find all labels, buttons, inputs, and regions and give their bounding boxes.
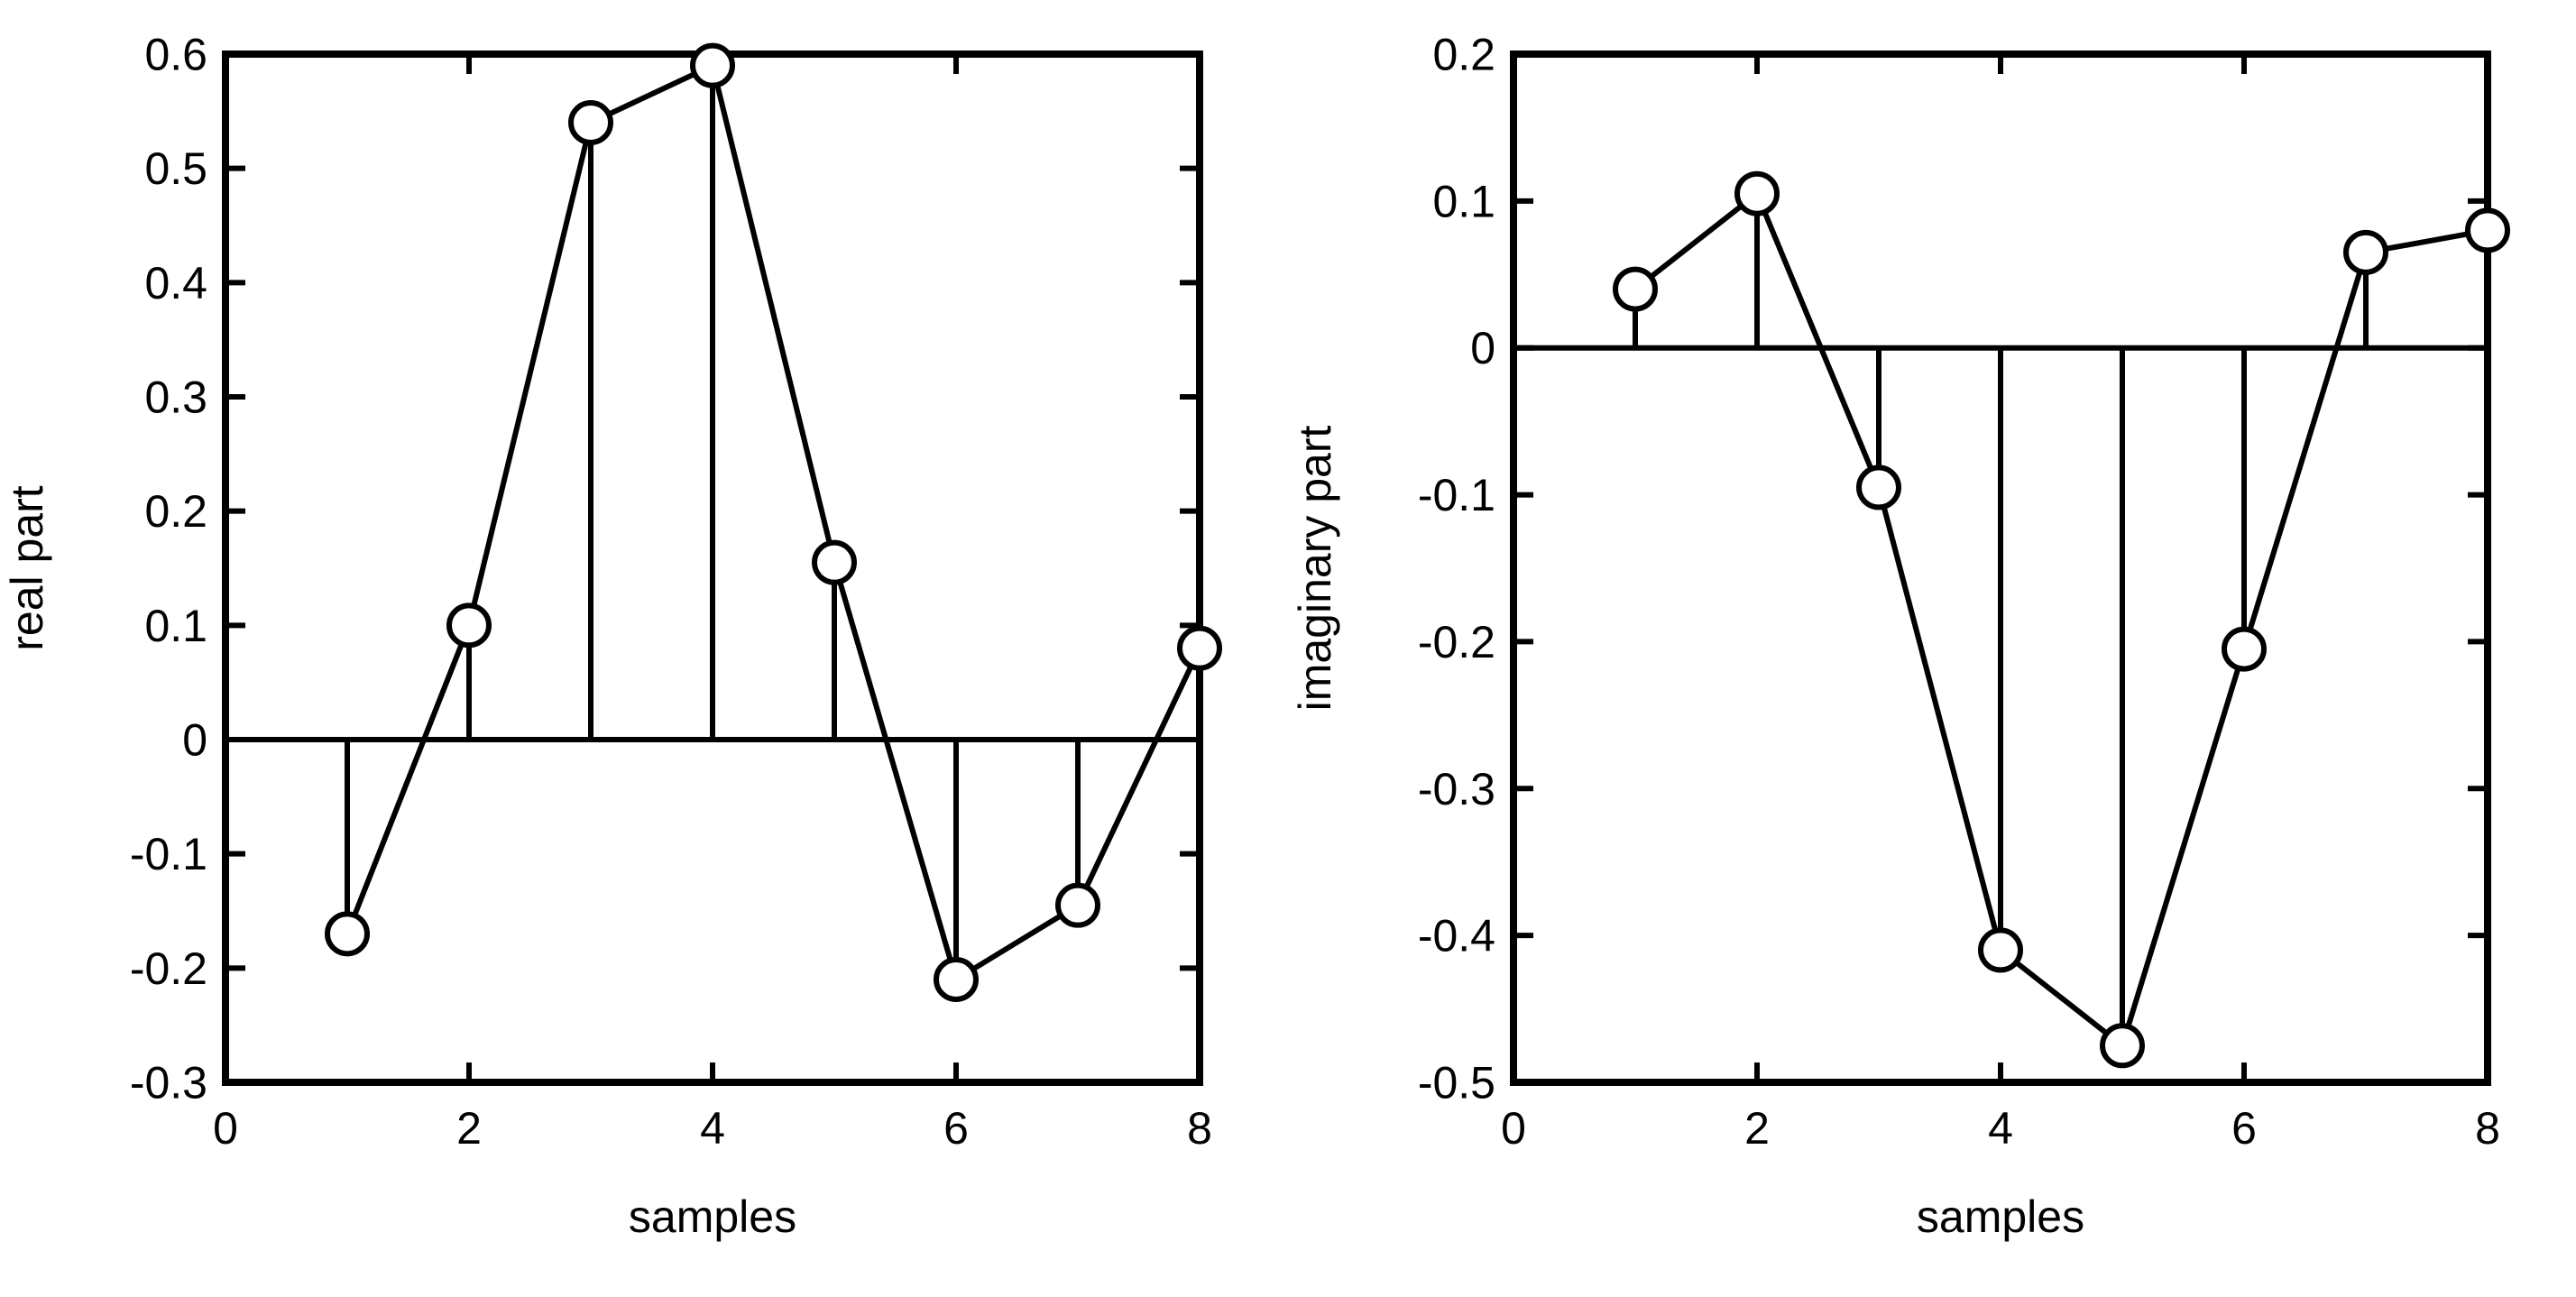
xlabel-left: samples	[629, 1191, 796, 1243]
ytick-label: -0.1	[1418, 470, 1495, 520]
chart-svg: 0 2 4 6 8 -0.5 -0.4 -0.3 -0.2 -0.1 0 0.1 0.2	[1288, 0, 2576, 1297]
ytick-label: 0.1	[144, 601, 207, 651]
ytick-label: 0.1	[1432, 176, 1495, 226]
xtick-label: 4	[700, 1103, 725, 1154]
ytick-label: -0.3	[130, 1058, 207, 1108]
real-part-chart: real part samples 02468-0.3-0.2-0.100.10…	[0, 0, 1288, 1297]
ytick-label: 0.2	[1432, 30, 1495, 80]
xlabel-right: samples	[1917, 1191, 2084, 1243]
ytick-label: -0.2	[130, 943, 207, 994]
xtick-label: 8	[2475, 1103, 2500, 1154]
ytick-label: -0.5	[1418, 1058, 1495, 1108]
ytick-label: 0	[182, 715, 207, 766]
xtick-label: 6	[943, 1103, 969, 1154]
ytick-label: 0.3	[144, 373, 207, 423]
xtick-label: 2	[456, 1103, 482, 1154]
ytick-label: 0.6	[144, 30, 207, 80]
ytick-label: -0.4	[1418, 911, 1495, 961]
xtick-label: 8	[1187, 1103, 1212, 1154]
ytick-label: -0.2	[1418, 617, 1495, 667]
xtick-label: 2	[1744, 1103, 1770, 1154]
ylabel-right: imaginary part	[1289, 426, 1341, 712]
ytick-label: -0.1	[130, 829, 207, 879]
chart-svg: 0 2 4 6 8 -0.3 -0.2 -0.1 0 0.1 0.2 0.3 0.4 0.5 0.6	[0, 0, 1288, 1297]
ytick-label: 0.5	[144, 143, 207, 194]
imaginary-part-chart: imaginary part samples 0 2 4 6 8 -0.5 -0.4 -0.3…	[1288, 0, 2576, 1297]
xtick-label: 6	[2231, 1103, 2257, 1154]
ylabel-left: real part	[1, 485, 53, 650]
ytick-label: -0.3	[1418, 764, 1495, 814]
ytick-label: 0.2	[144, 486, 207, 537]
xtick-label: 0	[1501, 1103, 1526, 1154]
ytick-label: 0	[1470, 323, 1495, 373]
charts-row: real part samples 02468-0.3-0.2-0.100.10…	[0, 0, 2576, 1297]
xtick-label: 4	[1988, 1103, 2013, 1154]
ytick-label: 0.4	[144, 258, 207, 308]
xtick-label: 0	[213, 1103, 238, 1154]
